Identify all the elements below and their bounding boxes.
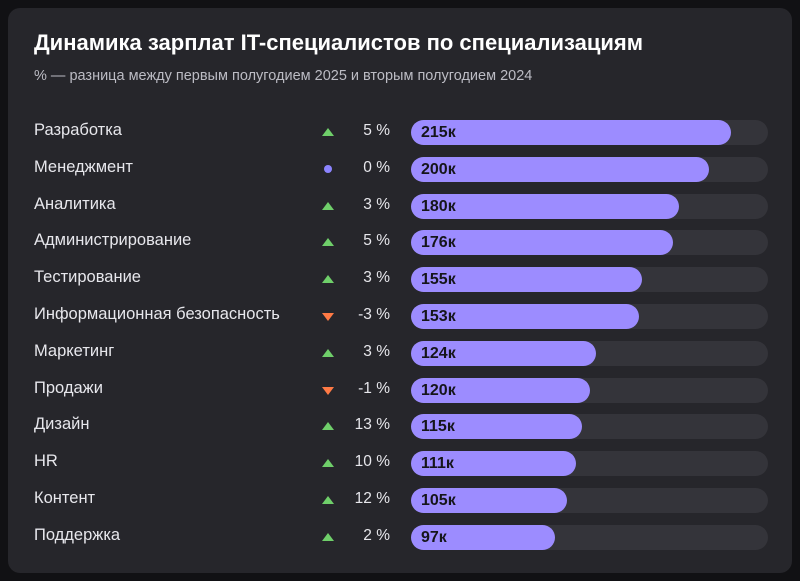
change-percent: 10 %: [354, 453, 390, 471]
bar-rows: Разработка 5 % 215к Менеджмент 0 % 200к Аналит…: [8, 114, 792, 556]
bar-row: Разработка 5 % 215к: [8, 114, 792, 151]
bar: 111к: [411, 451, 577, 477]
bar-row: Аналитика 3 % 180к: [8, 188, 792, 225]
bar-row: Администрирование 5 % 176к: [8, 224, 792, 261]
bar-value-label: 124к: [421, 344, 456, 362]
triangle-up-icon: [322, 495, 334, 504]
change-percent: 3 %: [363, 269, 390, 287]
bar: 105к: [411, 487, 568, 513]
bar-value-label: 153к: [421, 307, 456, 325]
dot-icon: [324, 164, 332, 173]
triangle-up-icon: [322, 238, 334, 247]
bar-value-label: 155к: [421, 271, 456, 289]
change-percent: 5 %: [363, 232, 390, 250]
bar: 115к: [411, 414, 583, 440]
bar-value-label: 215к: [421, 124, 456, 141]
bar-value-label: 115к: [421, 418, 455, 436]
change-percent: 2 %: [363, 526, 390, 544]
bar-track: 111к: [411, 451, 768, 477]
bar-track: 155к: [411, 267, 768, 293]
triangle-up-icon: [322, 201, 334, 210]
bar-track: 97к: [411, 524, 768, 550]
change-percent: 13 %: [354, 416, 390, 434]
bar-track: 105к: [411, 487, 768, 513]
triangle-up-icon: [322, 422, 334, 431]
bar-track: 153к: [411, 303, 768, 329]
category-label: Администрирование: [34, 231, 192, 250]
change-percent: 5 %: [363, 122, 390, 139]
bar-track: 215к: [411, 120, 768, 145]
change-percent: -3 %: [358, 305, 390, 323]
bar-track: 176к: [411, 230, 768, 256]
bar-track: 120к: [411, 377, 768, 403]
category-label: Дизайн: [34, 415, 90, 434]
change-percent: 12 %: [354, 489, 390, 507]
bar: 153к: [411, 303, 639, 329]
bar-row: Продажи -1 % 120к: [8, 372, 792, 409]
bar-value-label: 120к: [421, 381, 456, 399]
chart-title: Динамика зарплат IT-специалистов по спец…: [34, 30, 644, 55]
triangle-up-icon: [322, 128, 334, 136]
category-label: Поддержка: [34, 525, 121, 544]
triangle-up-icon: [322, 348, 334, 357]
category-label: HR: [34, 452, 58, 471]
bar-row: Поддержка 2 % 97к: [8, 519, 792, 556]
bar-row: Менеджмент 0 % 200к: [8, 151, 792, 188]
bar-value-label: 200к: [421, 160, 456, 178]
bar-row: HR 10 % 111к: [8, 445, 792, 482]
chart-subtitle: % — разница между первым полугодием 2025…: [34, 68, 533, 84]
bar: 97к: [411, 524, 556, 550]
change-percent: 3 %: [363, 342, 390, 360]
triangle-up-icon: [322, 532, 334, 541]
bar-track: 115к: [411, 414, 768, 440]
triangle-up-icon: [322, 275, 334, 284]
bar-track: 200к: [411, 156, 768, 182]
triangle-down-icon: [322, 312, 334, 321]
bar-row: Информационная безопасность -3 % 153к: [8, 298, 792, 335]
category-label: Аналитика: [34, 194, 116, 213]
bar: 120к: [411, 377, 590, 403]
category-label: Информационная безопасность: [34, 304, 280, 323]
bar-value-label: 97к: [421, 528, 447, 546]
bar-track: 180к: [411, 193, 768, 219]
bar-value-label: 105к: [421, 491, 456, 509]
bar: 200к: [411, 156, 709, 182]
bar: 124к: [411, 340, 596, 366]
triangle-down-icon: [322, 386, 334, 395]
category-label: Продажи: [34, 378, 103, 397]
bar: 180к: [411, 193, 679, 219]
bar: 176к: [411, 230, 673, 256]
category-label: Разработка: [34, 121, 122, 139]
bar-value-label: 111к: [421, 455, 454, 473]
bar-row: Маркетинг 3 % 124к: [8, 335, 792, 372]
change-percent: -1 %: [358, 379, 390, 397]
category-label: Тестирование: [34, 268, 141, 287]
bar-row: Контент 12 % 105к: [8, 482, 792, 519]
bar-value-label: 180к: [421, 197, 456, 215]
change-percent: 0 %: [363, 158, 390, 176]
category-label: Маркетинг: [34, 341, 115, 360]
bar-track: 124к: [411, 340, 768, 366]
change-percent: 3 %: [363, 195, 390, 213]
bar-row: Дизайн 13 % 115к: [8, 408, 792, 445]
bar-row: Тестирование 3 % 155к: [8, 261, 792, 298]
chart-card: Динамика зарплат IT-специалистов по спец…: [8, 8, 792, 573]
bar: 155к: [411, 267, 642, 293]
category-label: Контент: [34, 488, 96, 507]
bar-value-label: 176к: [421, 234, 456, 252]
triangle-up-icon: [322, 459, 334, 468]
bar: 215к: [411, 120, 731, 145]
category-label: Менеджмент: [34, 157, 133, 176]
